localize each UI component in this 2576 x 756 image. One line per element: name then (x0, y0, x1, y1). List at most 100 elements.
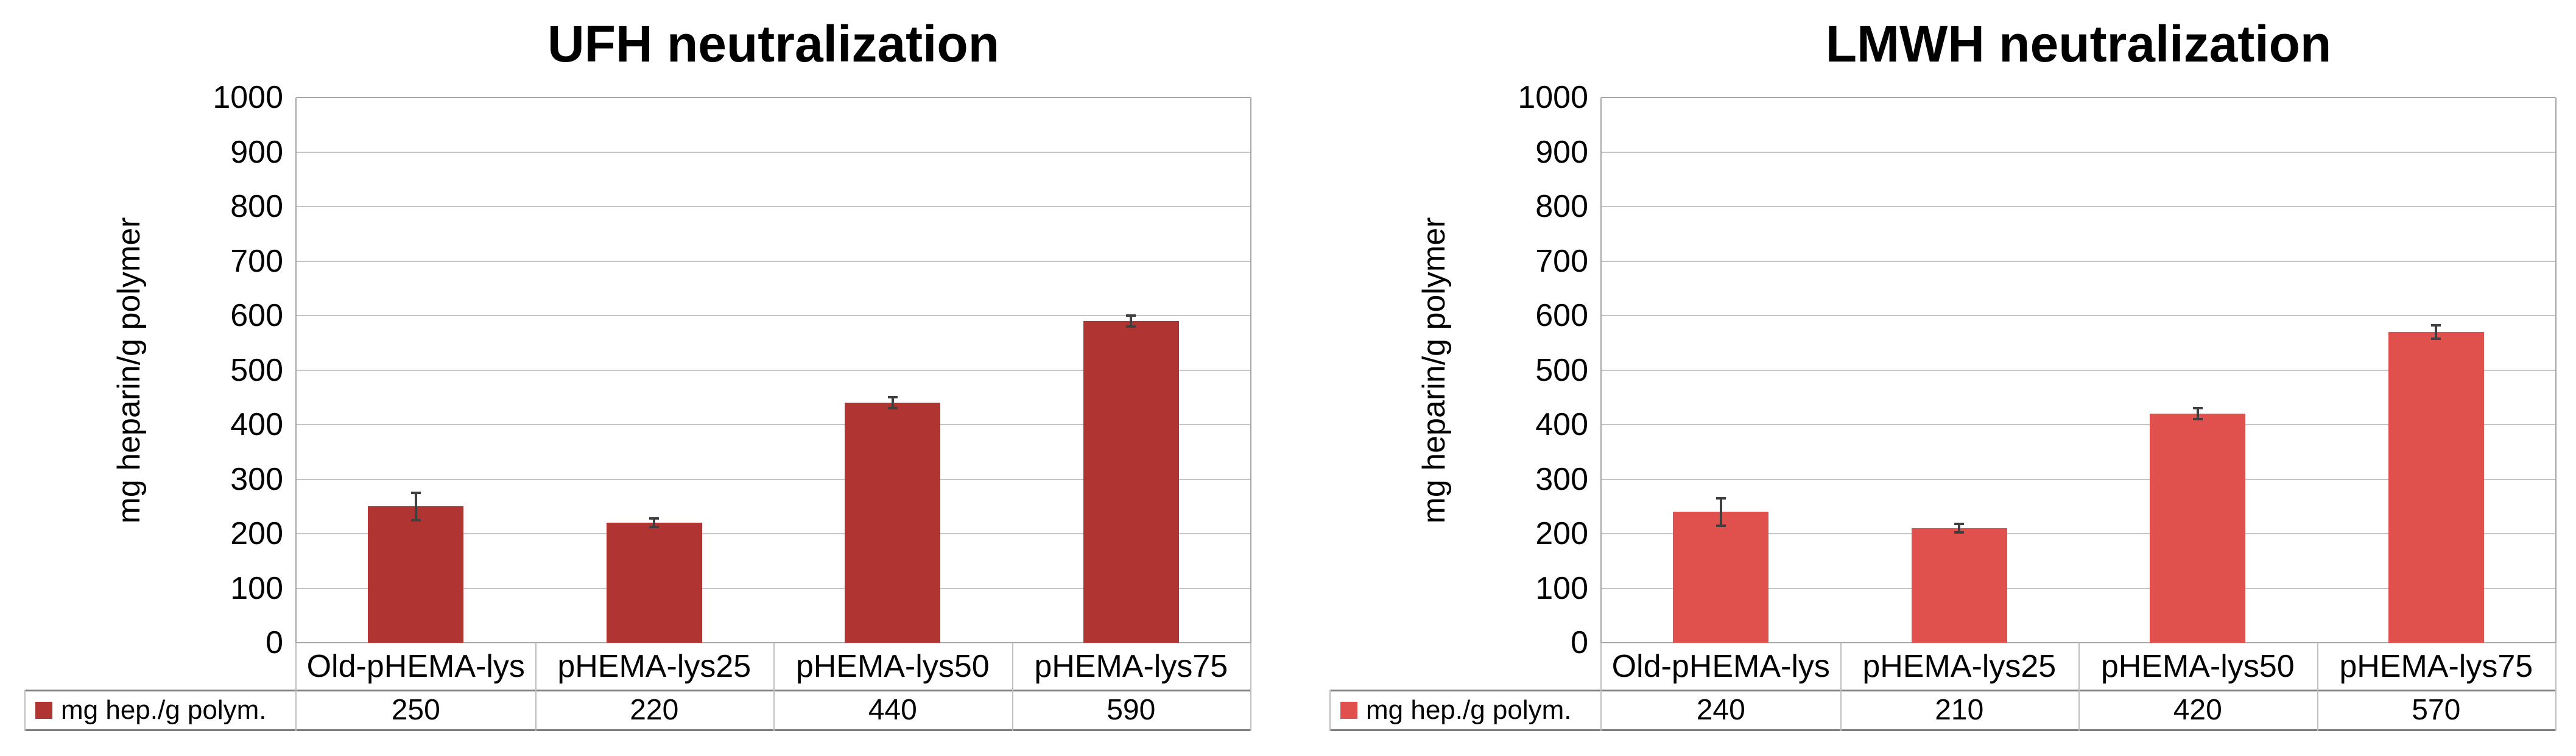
gridline (1602, 315, 2555, 316)
y-tick-label: 300 (1535, 461, 1588, 497)
gridline (297, 151, 1250, 153)
chart-title: LMWH neutralization (1825, 15, 2332, 72)
gridline (1602, 478, 2555, 480)
y-tick-label: 0 (1571, 625, 1588, 660)
y-tick-label: 200 (230, 516, 283, 551)
error-bar (891, 397, 894, 409)
error-bar (653, 518, 656, 528)
error-bar-cap (410, 491, 421, 494)
y-tick-label: 100 (1535, 570, 1588, 606)
gridline (297, 533, 1250, 534)
error-bar-cap (2192, 407, 2203, 410)
bar (1911, 528, 2007, 643)
y-tick-label: 800 (1535, 189, 1588, 224)
legend-swatch (35, 702, 52, 719)
table-grid-line-heavy (24, 690, 1251, 691)
gridline (1602, 369, 2555, 371)
gridline (297, 369, 1250, 371)
table-grid-line-heavy (24, 729, 1251, 731)
plot-border-line (297, 97, 1250, 98)
error-bar-cap (649, 526, 660, 529)
error-bar-cap (1716, 524, 1726, 527)
data-table-value-cell: 570 (2412, 694, 2461, 726)
y-tick-label: 1000 (213, 80, 283, 115)
y-tick-label: 700 (1535, 243, 1588, 279)
error-bar-cap (2431, 337, 2441, 340)
bar (368, 506, 464, 643)
bar (1673, 512, 1769, 643)
error-bar-cap (410, 518, 421, 521)
bar (2388, 331, 2484, 643)
table-grid-line (535, 643, 537, 731)
x-category-cell: Old-pHEMA-lys (1611, 649, 1830, 684)
error-bar-cap (1126, 325, 1136, 328)
gridline (297, 260, 1250, 262)
error-bar-cap (2431, 324, 2441, 327)
error-bar-cap (2192, 418, 2203, 421)
error-bar (1719, 498, 1722, 526)
gridline (1602, 151, 2555, 153)
x-category-cell: pHEMA-lys50 (2100, 649, 2295, 684)
table-grid-line (1012, 643, 1013, 731)
bar (845, 403, 941, 643)
plot-border-right (1250, 97, 1251, 643)
data-table-value-cell: 210 (1935, 694, 1984, 726)
error-bar-cap (887, 407, 898, 410)
error-bar (414, 492, 417, 520)
data-table-value-cell: 420 (2173, 694, 2222, 726)
x-category-cell: pHEMA-lys75 (1034, 649, 1228, 684)
plot-border-line (1602, 97, 2555, 98)
gridline (1602, 206, 2555, 207)
y-tick-label: 600 (230, 298, 283, 333)
x-category-cell: pHEMA-lys25 (557, 649, 751, 684)
gridline (1602, 424, 2555, 425)
y-tick-label: 400 (230, 407, 283, 442)
y-tick-label: 0 (266, 625, 283, 660)
y-tick-label: 100 (230, 570, 283, 606)
x-category-cell: pHEMA-lys75 (2339, 649, 2533, 684)
error-bar-cap (649, 517, 660, 520)
y-tick-label: 300 (230, 461, 283, 497)
gridline (297, 478, 1250, 480)
x-category-cell: Old-pHEMA-lys (306, 649, 525, 684)
legend-label: mg hep./g polym. (1366, 695, 1572, 725)
bar (1083, 320, 1179, 643)
bar (606, 523, 702, 643)
data-table-value-cell: 590 (1107, 694, 1156, 726)
y-tick-label: 500 (1535, 352, 1588, 388)
chart-title: UFH neutralization (547, 15, 999, 72)
error-bar-cap (1954, 522, 1965, 525)
error-bar (1958, 523, 1961, 533)
error-bar (1130, 316, 1133, 327)
table-grid-line (773, 643, 775, 731)
y-tick-label: 500 (230, 352, 283, 388)
gridline (297, 424, 1250, 425)
error-bar (2435, 325, 2438, 339)
y-tick-label: 900 (230, 134, 283, 170)
legend-cell: mg hep./g polym. (1331, 691, 1600, 729)
table-grid-line (1840, 643, 1842, 731)
table-grid-line (1329, 690, 1331, 731)
error-bar-cap (1716, 496, 1726, 500)
gridline (1602, 260, 2555, 262)
y-tick-label: 600 (1535, 298, 1588, 333)
error-bar (2196, 408, 2199, 420)
plot-border-right (2555, 97, 2557, 643)
y-tick-label: 1000 (1518, 80, 1588, 115)
legend-cell: mg hep./g polym. (26, 691, 295, 729)
table-grid-line (2078, 643, 2080, 731)
gridline (1602, 533, 2555, 534)
error-bar-cap (1126, 314, 1136, 317)
bar (2150, 414, 2246, 643)
legend-label: mg hep./g polym. (61, 695, 267, 725)
table-grid-line (295, 643, 297, 731)
gridline (297, 315, 1250, 316)
y-tick-label: 900 (1535, 134, 1588, 170)
x-category-cell: pHEMA-lys25 (1862, 649, 2057, 684)
gridline (297, 206, 1250, 207)
y-tick-label: 200 (1535, 516, 1588, 551)
table-grid-line (2555, 643, 2557, 731)
y-tick-label: 400 (1535, 407, 1588, 442)
table-grid-line-heavy (1329, 690, 2557, 691)
